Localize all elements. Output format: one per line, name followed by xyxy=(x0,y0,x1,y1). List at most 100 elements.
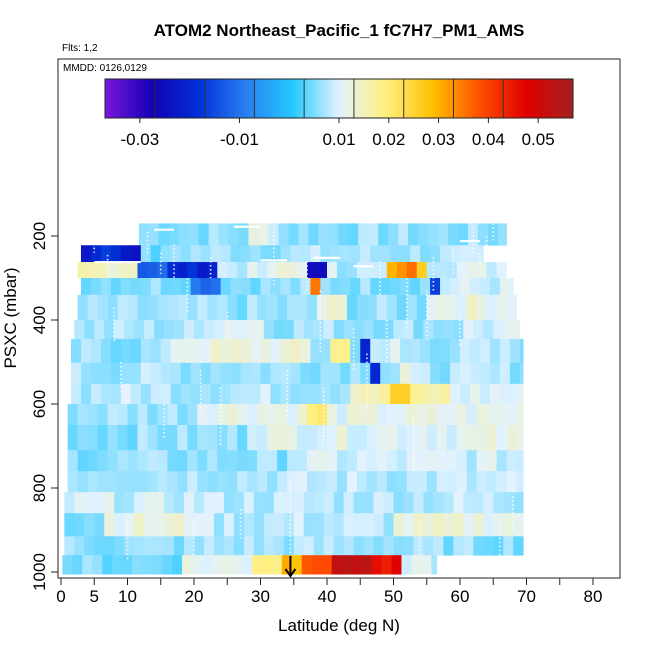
colorbar-swatch xyxy=(268,79,274,118)
heatmap-cell xyxy=(64,513,75,537)
heatmap-cell xyxy=(336,425,348,451)
heatmap-cell xyxy=(386,294,398,321)
colorbar-swatch xyxy=(167,79,172,118)
heatmap-cell xyxy=(140,383,152,405)
heatmap-cell xyxy=(460,338,471,364)
heatmap-cell xyxy=(460,245,471,263)
heatmap-cell xyxy=(260,338,271,364)
heatmap-cell xyxy=(243,536,255,556)
colorbar-swatch xyxy=(303,79,309,118)
heatmap-cell xyxy=(410,338,421,364)
heatmap-cell xyxy=(381,555,392,575)
heatmap-cell xyxy=(197,404,208,426)
heatmap-cell xyxy=(170,278,182,296)
heatmap-cell xyxy=(144,513,155,537)
heatmap-cell xyxy=(413,536,424,556)
heatmap-cell xyxy=(358,223,369,246)
heatmap-cell xyxy=(310,278,321,296)
heatmap-cell xyxy=(247,294,258,321)
heatmap-cell xyxy=(298,223,309,246)
heatmap-cell xyxy=(473,536,484,556)
heatmap-cell xyxy=(356,262,368,279)
heatmap-cell xyxy=(287,262,298,279)
heatmap-cell xyxy=(287,450,298,472)
heatmap-cell xyxy=(493,320,504,340)
x-tick-label: 50 xyxy=(384,587,403,606)
colorbar-swatch xyxy=(436,79,441,118)
heatmap-cell xyxy=(453,492,464,514)
heatmap-cell xyxy=(466,471,478,493)
heatmap-cell xyxy=(340,278,351,296)
heatmap-cell xyxy=(433,513,444,537)
heatmap-cell xyxy=(74,492,85,514)
heatmap-cell xyxy=(110,362,122,385)
heatmap-cell xyxy=(346,471,358,493)
heatmap-cell xyxy=(180,338,192,364)
heatmap-cell xyxy=(127,294,138,321)
heatmap-cell xyxy=(167,471,178,493)
heatmap-cell xyxy=(327,425,338,451)
heatmap-cell xyxy=(87,294,98,321)
heatmap-cell xyxy=(117,450,128,472)
heatmap-cell xyxy=(413,513,424,537)
colorbar-swatch xyxy=(545,79,551,118)
heatmap-cell xyxy=(70,338,82,364)
heatmap-cell xyxy=(317,404,328,426)
heatmap-cell xyxy=(94,492,105,514)
heatmap-cell xyxy=(396,425,408,451)
heatmap-cell xyxy=(157,262,168,279)
heatmap-cell xyxy=(77,425,88,451)
heatmap-cell xyxy=(127,404,138,426)
heatmap-cell xyxy=(443,536,454,556)
heatmap-cell xyxy=(124,536,135,556)
heatmap-cell xyxy=(343,536,355,556)
heatmap-cell xyxy=(210,278,222,296)
heatmap-cell xyxy=(469,245,481,263)
heatmap-cell xyxy=(97,471,108,493)
heatmap-cell xyxy=(147,425,158,451)
heatmap-cell xyxy=(486,471,497,493)
heatmap-cell xyxy=(330,362,341,385)
heatmap-cell xyxy=(277,262,288,279)
heatmap-cell xyxy=(313,513,325,537)
heatmap-cell xyxy=(360,278,371,296)
heatmap-cell xyxy=(307,262,318,279)
heatmap-cell xyxy=(403,320,414,340)
heatmap-cell xyxy=(150,278,162,296)
heatmap-cell xyxy=(393,536,404,556)
heatmap-cell xyxy=(80,362,92,385)
colorbar-swatch xyxy=(311,79,317,118)
colorbar-swatch xyxy=(300,79,305,118)
heatmap-cell xyxy=(104,513,115,537)
colorbar-swatch xyxy=(147,79,153,118)
heatmap-cell xyxy=(463,492,474,514)
colorbar-swatch xyxy=(471,79,476,118)
colorbar-swatch xyxy=(518,79,523,118)
heatmap-cell xyxy=(506,450,517,472)
heatmap-cell xyxy=(506,471,517,493)
heatmap-cell xyxy=(476,450,488,472)
heatmap-cell xyxy=(107,471,118,493)
heatmap-cell xyxy=(499,338,511,364)
heatmap-cell xyxy=(207,471,218,493)
heatmap-cell xyxy=(373,492,384,514)
x-tick-label: 40 xyxy=(318,587,337,606)
heatmap-cell xyxy=(463,513,474,537)
heatmap-cell xyxy=(287,471,298,493)
heatmap-cell xyxy=(154,536,165,556)
colorbar-swatch xyxy=(339,79,344,118)
heatmap-cell xyxy=(117,294,128,321)
heatmap-cell xyxy=(150,362,162,385)
heatmap-cell xyxy=(84,536,95,556)
heatmap-cell xyxy=(343,513,355,537)
colorbar-swatch xyxy=(413,79,418,118)
heatmap-cell xyxy=(497,223,507,246)
heatmap-cell xyxy=(321,555,333,575)
heatmap-cell xyxy=(217,404,228,426)
heatmap-cell xyxy=(410,245,421,263)
heatmap-cell xyxy=(460,362,471,385)
colorbar-swatch xyxy=(105,79,110,118)
heatmap-cell xyxy=(426,425,438,451)
heatmap-cell xyxy=(147,294,158,321)
heatmap-cell xyxy=(94,513,105,537)
